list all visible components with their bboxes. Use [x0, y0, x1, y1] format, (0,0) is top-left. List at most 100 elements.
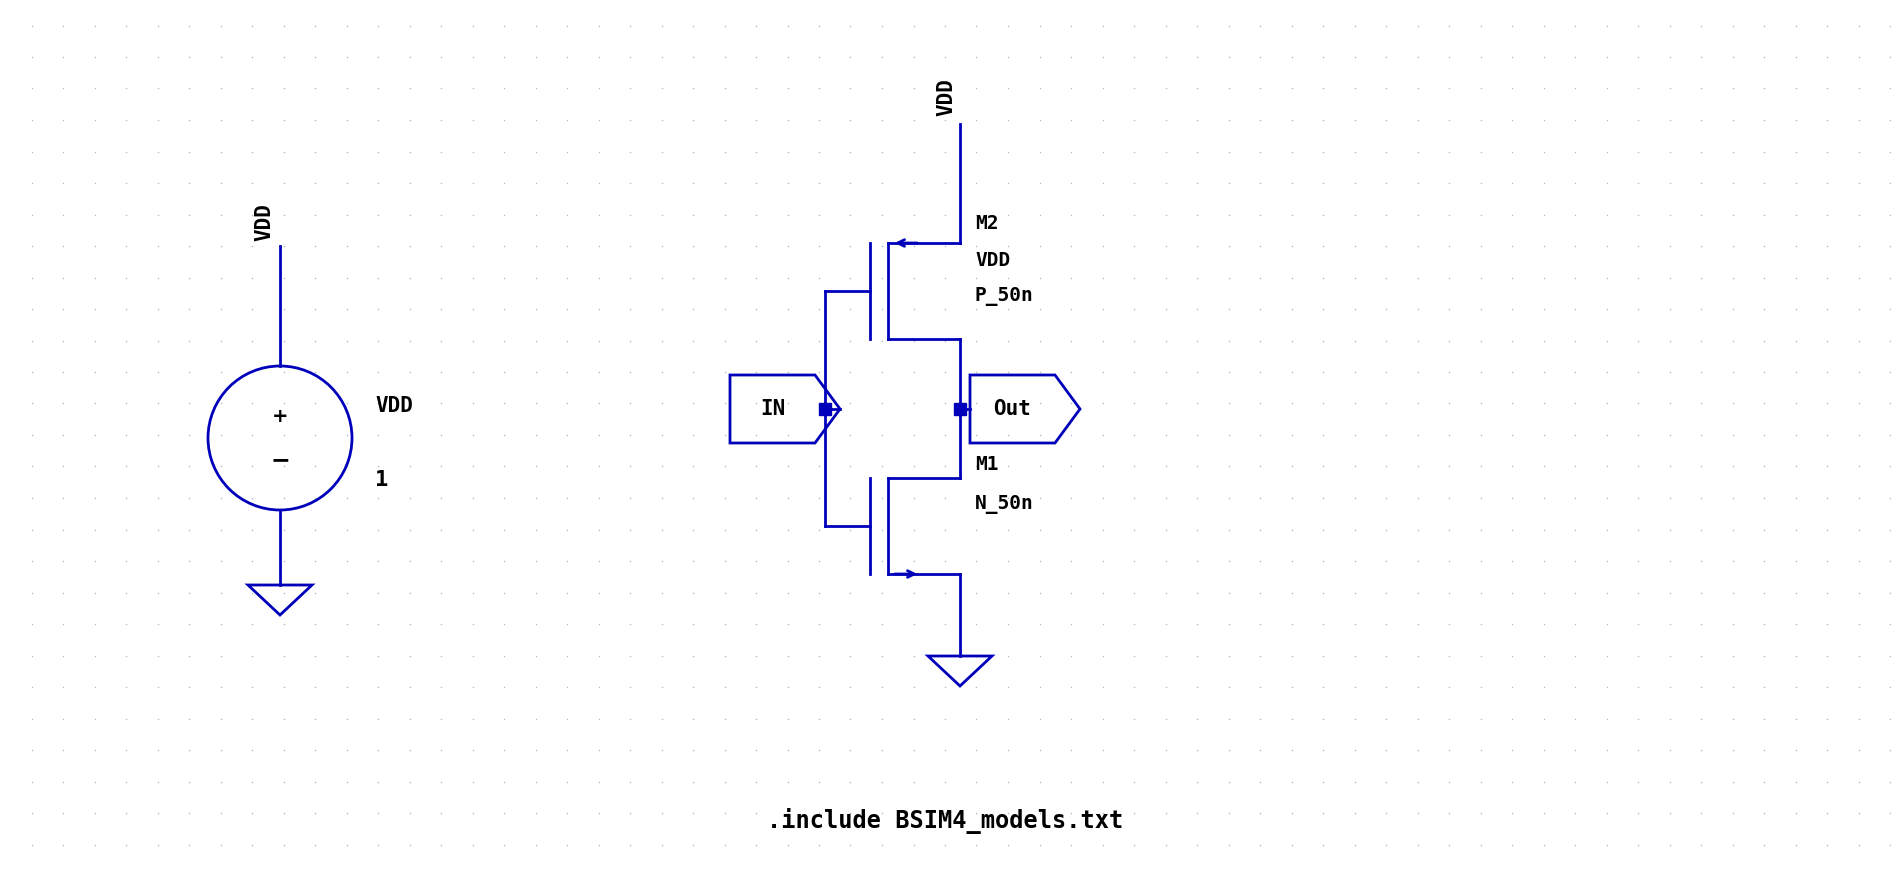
Point	[395, 617, 425, 631]
Point	[1622, 806, 1653, 820]
Point	[1244, 837, 1275, 851]
Point	[709, 208, 739, 222]
Point	[615, 491, 645, 505]
Point	[1844, 397, 1874, 411]
Point	[1812, 271, 1842, 285]
Point	[1119, 648, 1150, 662]
Point	[1403, 145, 1433, 159]
Text: M1: M1	[976, 455, 998, 474]
Point	[647, 491, 677, 505]
Point	[1087, 18, 1118, 32]
Point	[836, 554, 866, 568]
Point	[79, 711, 110, 725]
Point	[709, 81, 739, 95]
Point	[1560, 491, 1590, 505]
Point	[363, 271, 393, 285]
Point	[112, 18, 142, 32]
Point	[1025, 460, 1055, 474]
Point	[1403, 365, 1433, 379]
Point	[1622, 522, 1653, 536]
Point	[301, 491, 331, 505]
Point	[174, 837, 204, 851]
Point	[1687, 271, 1717, 285]
Point	[1371, 397, 1401, 411]
Point	[331, 334, 361, 348]
Point	[836, 334, 866, 348]
Point	[741, 397, 772, 411]
Point	[1055, 491, 1085, 505]
Point	[395, 113, 425, 127]
Point	[425, 554, 456, 568]
Point	[206, 302, 236, 316]
Point	[490, 271, 520, 285]
Point	[490, 334, 520, 348]
Point	[174, 460, 204, 474]
Point	[269, 617, 299, 631]
Point	[961, 113, 991, 127]
Point	[1749, 460, 1779, 474]
Point	[898, 50, 928, 64]
Point	[1433, 774, 1464, 788]
Point	[741, 176, 772, 190]
Point	[993, 365, 1023, 379]
Point	[615, 680, 645, 694]
Point	[930, 491, 961, 505]
Point	[647, 711, 677, 725]
Point	[112, 302, 142, 316]
Point	[1214, 239, 1244, 253]
Point	[552, 491, 582, 505]
Point	[206, 680, 236, 694]
Point	[1655, 743, 1685, 757]
Point	[647, 460, 677, 474]
Point	[582, 208, 613, 222]
Point	[772, 648, 802, 662]
Point	[520, 617, 550, 631]
Point	[772, 711, 802, 725]
Point	[236, 460, 267, 474]
Point	[520, 806, 550, 820]
Text: −: −	[270, 448, 289, 472]
Point	[206, 491, 236, 505]
Point	[331, 145, 361, 159]
Point	[1779, 176, 1810, 190]
Point	[520, 397, 550, 411]
Point	[1214, 491, 1244, 505]
Point	[269, 176, 299, 190]
Point	[1874, 837, 1891, 851]
Point	[142, 334, 172, 348]
Point	[142, 554, 172, 568]
Point	[1560, 837, 1590, 851]
Point	[1592, 837, 1622, 851]
Point	[1687, 837, 1717, 851]
Point	[1687, 554, 1717, 568]
Point	[1717, 837, 1747, 851]
Point	[236, 428, 267, 442]
Point	[1244, 397, 1275, 411]
Point	[582, 648, 613, 662]
Point	[425, 617, 456, 631]
Point	[1466, 302, 1496, 316]
Point	[1812, 145, 1842, 159]
Point	[898, 648, 928, 662]
Point	[1150, 239, 1180, 253]
Point	[1874, 460, 1891, 474]
Point	[930, 81, 961, 95]
Point	[615, 460, 645, 474]
Point	[425, 239, 456, 253]
Point	[1182, 837, 1212, 851]
Point	[552, 428, 582, 442]
Point	[1150, 522, 1180, 536]
Point	[490, 554, 520, 568]
Point	[269, 397, 299, 411]
Point	[425, 397, 456, 411]
Point	[1339, 711, 1369, 725]
Point	[1087, 81, 1118, 95]
Point	[1339, 491, 1369, 505]
Point	[1528, 145, 1558, 159]
Point	[520, 239, 550, 253]
Point	[804, 617, 834, 631]
Point	[490, 522, 520, 536]
Point	[47, 239, 78, 253]
Point	[490, 680, 520, 694]
Point	[1339, 648, 1369, 662]
